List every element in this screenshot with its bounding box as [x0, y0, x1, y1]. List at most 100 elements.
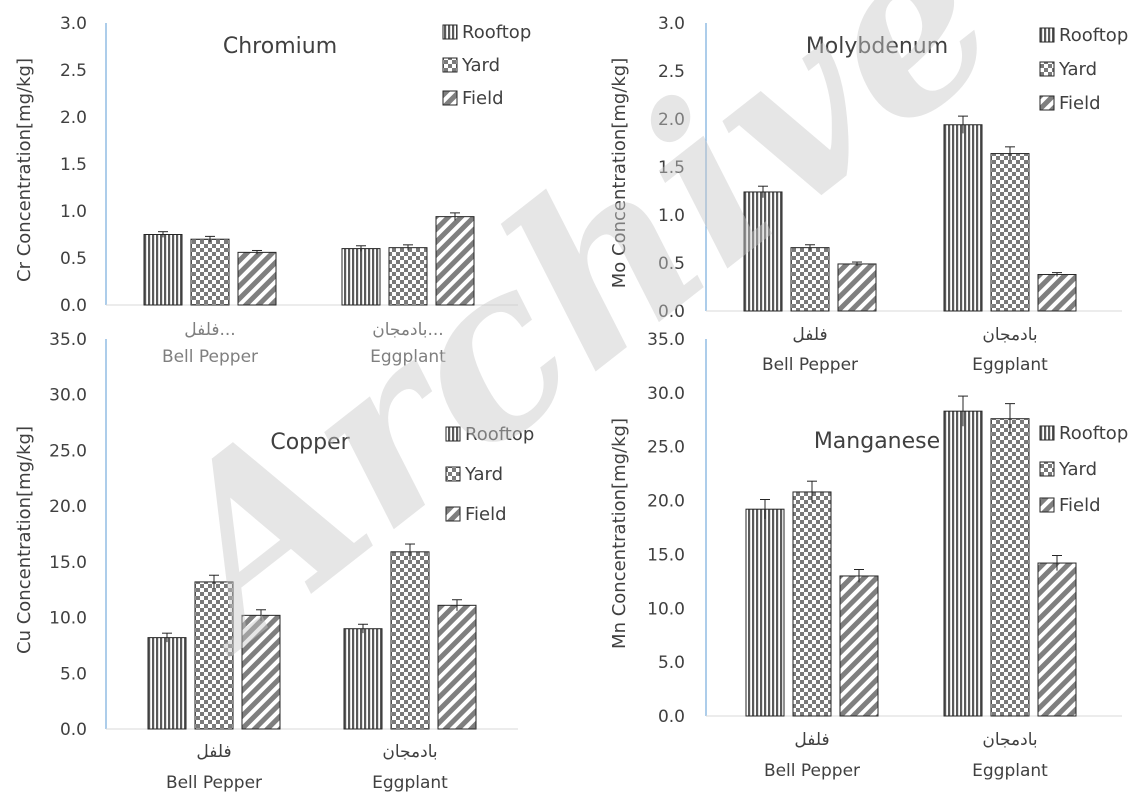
bar-yard: [190, 238, 230, 306]
y-tick-label: 5.0: [60, 664, 87, 684]
chart-title: Molybdenum: [806, 34, 948, 59]
bar-yard: [990, 418, 1030, 717]
bar-yard: [990, 153, 1030, 312]
bar-field: [237, 251, 277, 306]
y-tick-label: 3.0: [658, 14, 685, 34]
legend-swatch-yard: [442, 57, 458, 73]
category-label-english: Eggplant: [370, 347, 446, 367]
y-tick-label: 25.0: [647, 438, 685, 458]
category-label-english: Eggplant: [972, 355, 1048, 375]
chart-copper: 0.0 5.0 10.0 15.0 20.0 25.0 30.0 35.0 Cu Concent…: [14, 330, 534, 793]
y-axis-label: Mn Concentration[mg/kg]: [609, 418, 630, 649]
legend-entry-rooftop: Rooftop: [1059, 25, 1128, 46]
bar-field: [839, 575, 879, 717]
bar-yard: [388, 247, 428, 306]
y-tick-label: 20.0: [647, 492, 685, 512]
legend-swatch-field: [1039, 497, 1055, 513]
category-label-native: بادمجان: [382, 742, 437, 762]
y-tick-label: 15.0: [49, 553, 87, 573]
y-tick-label: 1.0: [60, 202, 87, 222]
legend-swatch-rooftop: [1039, 425, 1055, 441]
legend-entry-yard: Yard: [461, 55, 500, 76]
chart-title: Chromium: [223, 34, 337, 59]
bar-yard: [792, 491, 832, 717]
y-tick-label: 2.5: [60, 61, 87, 81]
y-tick-label: 0.0: [658, 302, 685, 322]
category-label-english: Bell Pepper: [762, 355, 858, 375]
category-label-native: بادمجان...: [372, 320, 443, 340]
bar-yard: [790, 247, 830, 312]
chart-title: Copper: [270, 430, 350, 455]
bar-rooftop: [147, 637, 187, 730]
legend-swatch-rooftop: [1039, 27, 1055, 43]
y-tick-label: 2.0: [658, 110, 685, 130]
legend-swatch-yard: [1039, 461, 1055, 477]
category-label-native: فلفل...: [184, 320, 235, 340]
legend-entry-field: Field: [462, 88, 504, 109]
legend-entry-yard: Yard: [1058, 459, 1097, 480]
category-label-native: بادمجان: [982, 325, 1037, 345]
category-label-english: Bell Pepper: [162, 347, 258, 367]
chart-molybdenum: 0.0 0.5 1.0 1.5 2.0 2.5 3.0 Mo Concentration[mg…: [609, 14, 1128, 375]
y-tick-label: 0.0: [658, 707, 685, 727]
chart-manganese: 0.0 5.0 10.0 15.0 20.0 25.0 30.0 35.0 Mn Concent…: [609, 330, 1128, 781]
y-axis-label: Mo Concentration[mg/kg]: [609, 58, 630, 289]
category-label-english: Bell Pepper: [764, 761, 860, 781]
y-tick-label: 2.5: [658, 62, 685, 82]
legend-entry-field: Field: [1059, 495, 1101, 516]
y-tick-label: 10.0: [49, 609, 87, 629]
y-tick-label: 3.0: [60, 14, 87, 34]
y-tick-label: 0.0: [60, 720, 87, 740]
y-tick-label: 1.5: [60, 155, 87, 175]
y-tick-label: 30.0: [49, 386, 87, 406]
y-tick-label: 20.0: [49, 497, 87, 517]
legend-swatch-field: [445, 506, 461, 522]
legend-entry-rooftop: Rooftop: [462, 22, 531, 43]
chart-panels: 0.0 0.5 1.0 1.5 2.0 2.5 3.0 Cr Concentration[mg…: [14, 14, 1128, 793]
legend-swatch-yard: [445, 466, 461, 482]
y-axis-label: Cu Concentration[mg/kg]: [14, 426, 35, 654]
y-tick-label: 35.0: [647, 330, 685, 350]
y-tick-label: 30.0: [647, 384, 685, 404]
legend-entry-field: Field: [465, 504, 507, 525]
bar-field: [241, 614, 281, 730]
bar-rooftop: [343, 628, 383, 730]
category-label-english: Eggplant: [372, 773, 448, 793]
category-label-native: فلفل: [794, 730, 829, 750]
legend-swatch-field: [442, 90, 458, 106]
bar-yard: [390, 551, 430, 730]
bar-field: [837, 263, 877, 312]
category-label-native: بادمجان: [982, 730, 1037, 750]
legend-swatch-rooftop: [442, 24, 458, 40]
legend-swatch-yard: [1039, 61, 1055, 77]
y-tick-label: 1.0: [658, 206, 685, 226]
legend-entry-rooftop: Rooftop: [465, 424, 534, 445]
y-axis-label: Cr Concentration[mg/kg]: [14, 58, 35, 282]
legend-entry-yard: Yard: [464, 464, 503, 485]
category-label-native: فلفل: [792, 325, 827, 345]
y-tick-label: 25.0: [49, 441, 87, 461]
legend-entry-field: Field: [1059, 93, 1101, 114]
bar-rooftop: [143, 234, 183, 306]
chart-chromium: 0.0 0.5 1.0 1.5 2.0 2.5 3.0 Cr Concentration[mg…: [14, 14, 531, 367]
y-tick-label: 35.0: [49, 330, 87, 350]
category-label-english: Eggplant: [972, 761, 1048, 781]
bar-rooftop: [943, 124, 983, 312]
y-tick-label: 0.5: [658, 254, 685, 274]
y-tick-label: 5.0: [658, 653, 685, 673]
y-tick-label: 10.0: [647, 599, 685, 619]
bar-rooftop: [743, 191, 783, 312]
bar-field: [1037, 274, 1077, 312]
bar-rooftop: [745, 508, 785, 717]
chart-title: Manganese: [814, 429, 940, 454]
legend-swatch-field: [1039, 95, 1055, 111]
legend-entry-rooftop: Rooftop: [1059, 423, 1128, 444]
bar-field: [1037, 562, 1077, 717]
y-tick-label: 0.5: [60, 249, 87, 269]
category-label-native: فلفل: [196, 742, 231, 762]
legend-entry-yard: Yard: [1058, 59, 1097, 80]
y-tick-label: 1.5: [658, 158, 685, 178]
y-tick-label: 2.0: [60, 108, 87, 128]
category-label-english: Bell Pepper: [166, 773, 262, 793]
